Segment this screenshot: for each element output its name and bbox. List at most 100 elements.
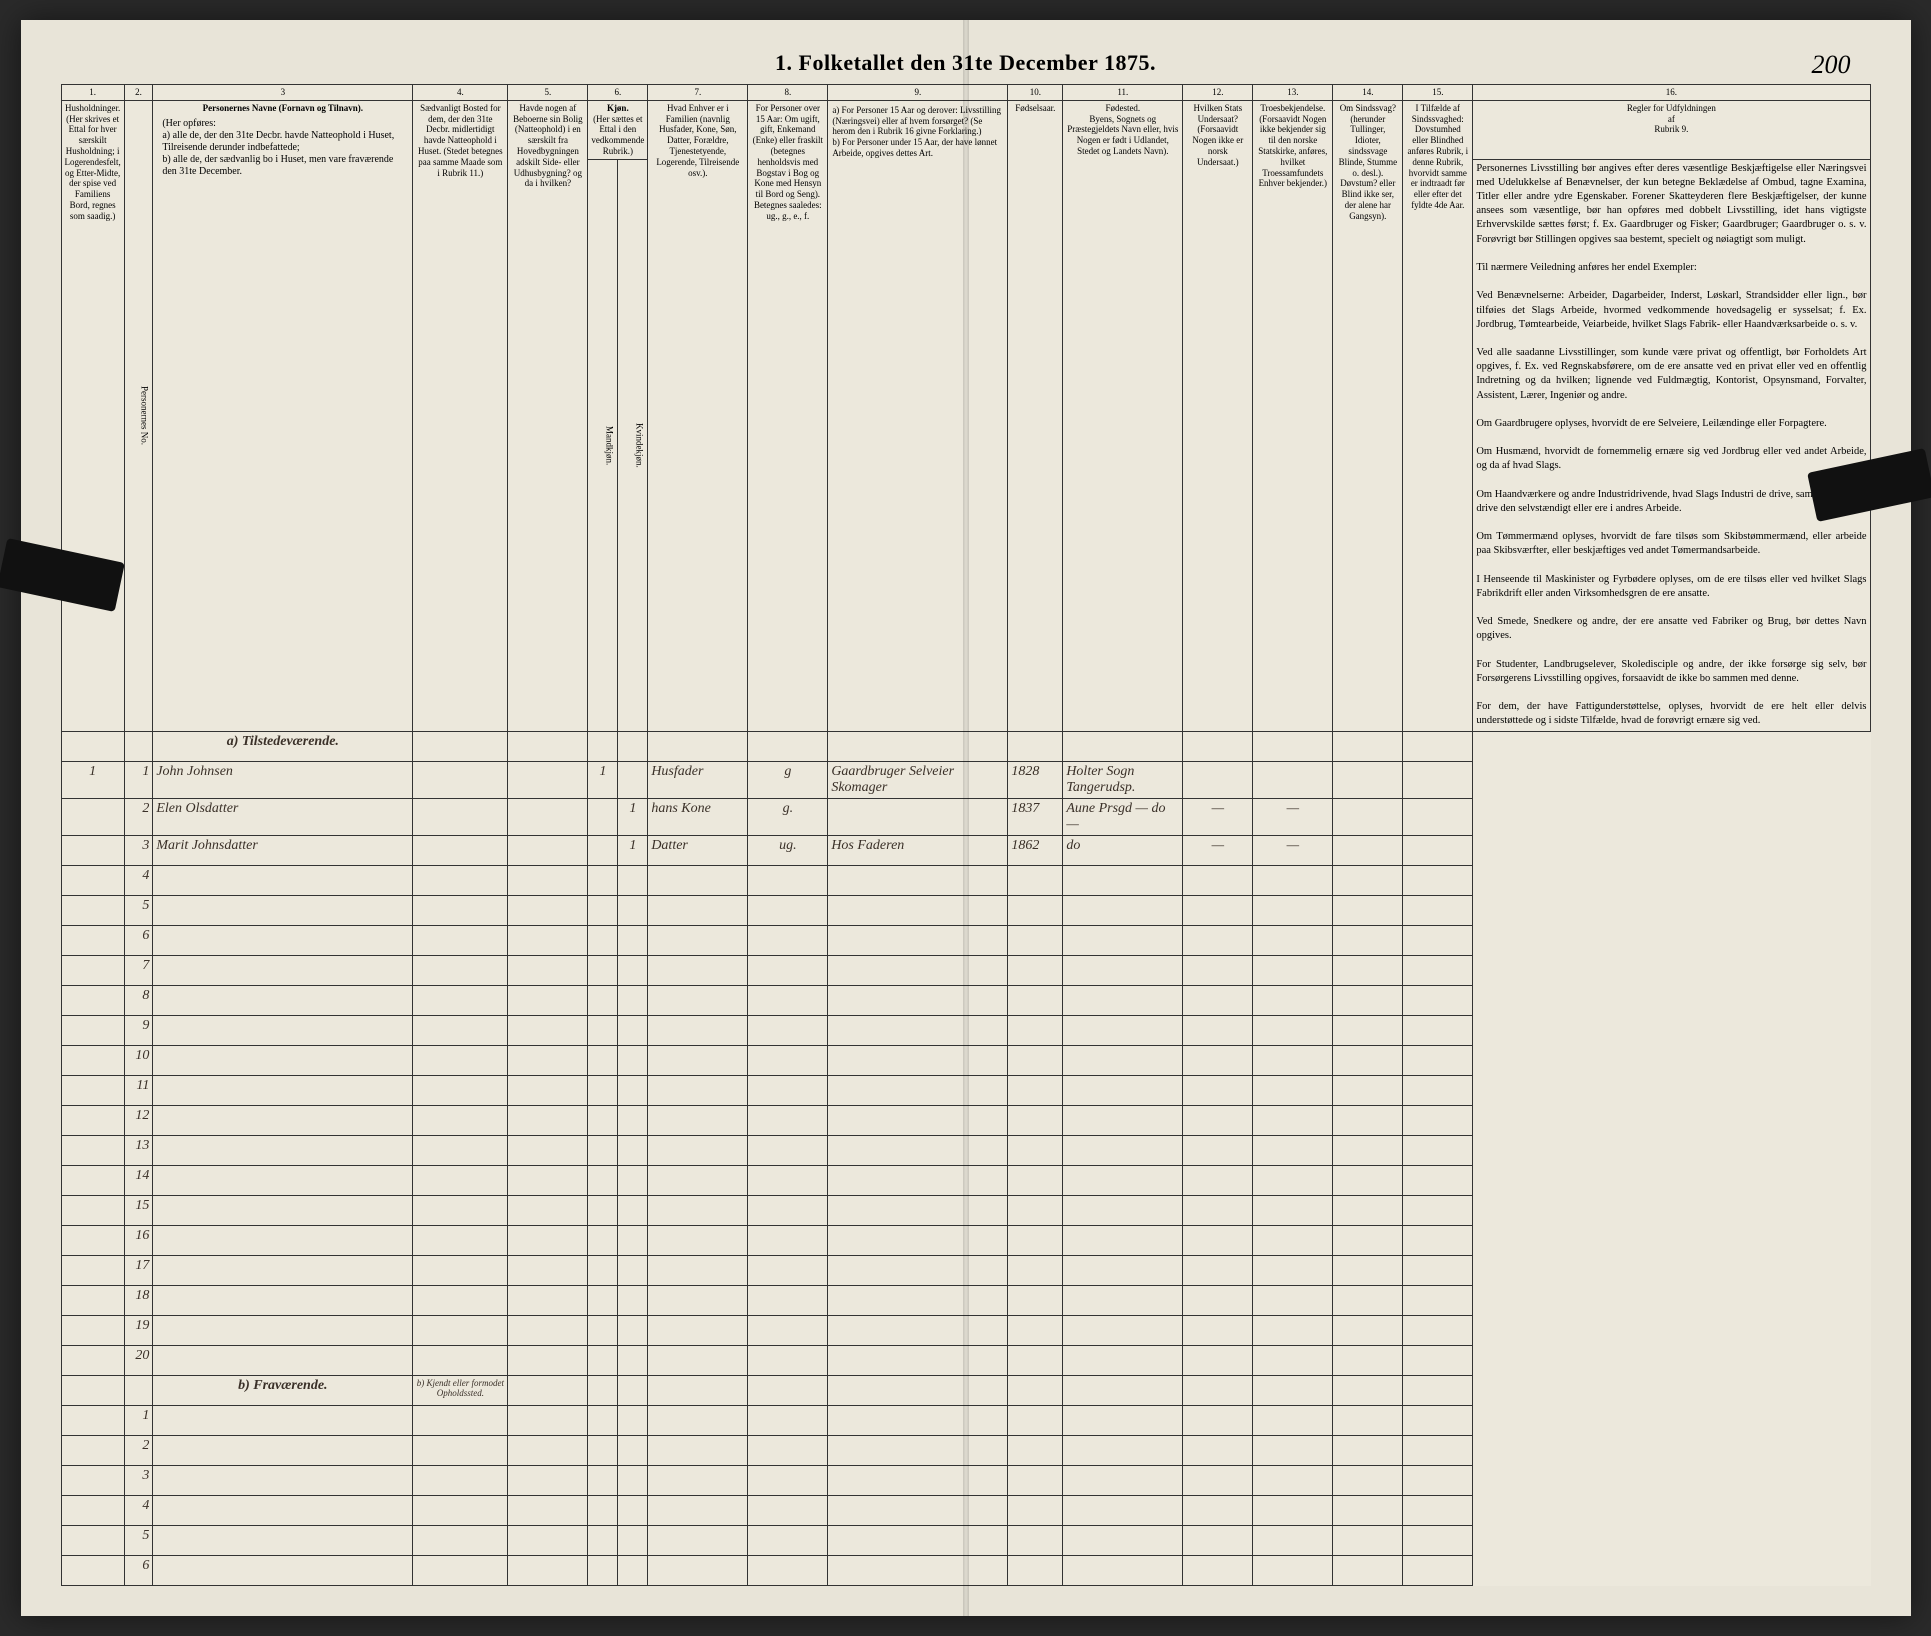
cell-relation: Husfader xyxy=(648,761,748,798)
cell-birthplace: Aune Prsgd — do — xyxy=(1063,798,1183,835)
cell-outbuilding xyxy=(508,798,588,835)
hdr-names-title: Personernes Navne (Fornavn og Tilnavn). xyxy=(156,103,409,114)
cell-outbuilding xyxy=(508,835,588,865)
page-number: 200 xyxy=(1812,50,1851,80)
cell-residence xyxy=(413,761,508,798)
cell-birthplace: do xyxy=(1063,835,1183,865)
cell-marital: ug. xyxy=(748,835,828,865)
cell-row-num: 15 xyxy=(124,1195,153,1225)
cell-name: John Johnsen xyxy=(153,761,413,798)
hdr-family-rel: Hvad Enhver er i Familien (navnlig Husfa… xyxy=(648,100,748,731)
cell-row-num: 9 xyxy=(124,1015,153,1045)
hdr-birthyear: Fødselsaar. xyxy=(1008,100,1063,731)
cell-religion: — xyxy=(1253,798,1333,835)
cell-birthyear: 1862 xyxy=(1008,835,1063,865)
cell-row-num: 18 xyxy=(124,1285,153,1315)
hdr-female: Kvindekjøn. xyxy=(618,159,648,731)
cell-row-num: 3 xyxy=(124,1465,153,1495)
cell-relation: hans Kone xyxy=(648,798,748,835)
cell-row-num: 8 xyxy=(124,985,153,1015)
hdr-sex-title: Kjøn. xyxy=(607,103,629,113)
cell-marital: g xyxy=(748,761,828,798)
census-page: 200 1. Folketallet den 31te December 187… xyxy=(21,20,1911,1616)
cell-row-num: 6 xyxy=(124,1555,153,1585)
cell-row-num: 13 xyxy=(124,1135,153,1165)
cell-name: Elen Olsdatter xyxy=(153,798,413,835)
rules-text: Personernes Livsstilling bør angives eft… xyxy=(1473,159,1870,731)
cell-disability xyxy=(1333,798,1403,835)
cell-row-num: 19 xyxy=(124,1315,153,1345)
cell-household: 1 xyxy=(61,761,124,798)
cell-row-num: 4 xyxy=(124,1495,153,1525)
cell-residence xyxy=(413,835,508,865)
cell-disability xyxy=(1333,835,1403,865)
cell-row-num: 5 xyxy=(124,895,153,925)
cell-occupation: Hos Faderen xyxy=(828,835,1008,865)
cell-row-num: 1 xyxy=(124,761,153,798)
cell-marital: g. xyxy=(748,798,828,835)
hdr-birthplace: Fødested. Byens, Sognets og Præstegjelde… xyxy=(1063,100,1183,731)
colnum-8: 8. xyxy=(748,85,828,101)
cell-disability xyxy=(1333,761,1403,798)
colnum-15: 15. xyxy=(1403,85,1473,101)
hdr-occupation: a) For Personer 15 Aar og derover: Livss… xyxy=(828,100,1008,731)
colnum-2: 2. xyxy=(124,85,153,101)
cell-birthyear: 1837 xyxy=(1008,798,1063,835)
cell-occupation xyxy=(828,798,1008,835)
cell-female xyxy=(618,761,648,798)
cell-male: 1 xyxy=(588,761,618,798)
cell-citizenship: — xyxy=(1183,798,1253,835)
hdr-residence: Sædvanligt Bosted for dem, der den 31te … xyxy=(413,100,508,731)
hdr-citizenship: Hvilken Stats Undersaat? (Forsaavidt Nog… xyxy=(1183,100,1253,731)
cell-relation: Datter xyxy=(648,835,748,865)
cell-row-num: 5 xyxy=(124,1525,153,1555)
cell-birthplace: Holter Sogn Tangerudsp. xyxy=(1063,761,1183,798)
cell-row-num: 12 xyxy=(124,1105,153,1135)
book-spine xyxy=(963,20,969,1616)
colnum-3: 3 xyxy=(153,85,413,101)
cell-male xyxy=(588,835,618,865)
cell-disability-age xyxy=(1403,761,1473,798)
colnum-7: 7. xyxy=(648,85,748,101)
cell-female: 1 xyxy=(618,798,648,835)
hdr-religion: Troesbekjendelse. (Forsaavidt Nogen ikke… xyxy=(1253,100,1333,731)
section-absent-col4: b) Kjendt eller formodet Opholdssted. xyxy=(413,1375,508,1405)
cell-disability-age xyxy=(1403,798,1473,835)
section-absent-label: b) Fraværende. xyxy=(153,1375,413,1405)
colnum-5: 5. xyxy=(508,85,588,101)
cell-name: Marit Johnsdatter xyxy=(153,835,413,865)
colnum-10: 10. xyxy=(1008,85,1063,101)
colnum-6: 6. xyxy=(588,85,648,101)
cell-citizenship: — xyxy=(1183,835,1253,865)
cell-religion: — xyxy=(1253,835,1333,865)
colnum-4: 4. xyxy=(413,85,508,101)
hdr-person-no: Personernes No. xyxy=(124,100,153,731)
cell-row-num: 7 xyxy=(124,955,153,985)
section-present-label: a) Tilstedeværende. xyxy=(153,731,413,761)
colnum-16: 16. xyxy=(1473,85,1870,101)
colnum-11: 11. xyxy=(1063,85,1183,101)
colnum-12: 12. xyxy=(1183,85,1253,101)
hdr-sex-sub: (Her sættes et Ettal i den vedkommende R… xyxy=(591,114,644,156)
hdr-names-body: (Her opføres: a) alle de, der den 31te D… xyxy=(156,114,409,182)
hdr-male: Mandkjøn. xyxy=(588,159,618,731)
cell-male xyxy=(588,798,618,835)
cell-row-num: 3 xyxy=(124,835,153,865)
cell-row-num: 2 xyxy=(124,798,153,835)
hdr-households: Husholdninger. (Her skrives et Ettal for… xyxy=(61,100,124,731)
hdr-disability: Om Sindssvag? (herunder Tullinger, Idiot… xyxy=(1333,100,1403,731)
cell-occupation: Gaardbruger Selveier Skomager xyxy=(828,761,1008,798)
hdr-sex: Kjøn. (Her sættes et Ettal i den vedkomm… xyxy=(588,100,648,159)
hdr-disability-age: I Tilfælde af Sindssvaghed: Dovstumhed e… xyxy=(1403,100,1473,731)
cell-row-num: 10 xyxy=(124,1045,153,1075)
cell-row-num: 6 xyxy=(124,925,153,955)
cell-row-num: 4 xyxy=(124,865,153,895)
cell-disability-age xyxy=(1403,835,1473,865)
cell-female: 1 xyxy=(618,835,648,865)
hdr-marital: For Personer over 15 Aar: Om ugift, gift… xyxy=(748,100,828,731)
cell-row-num: 11 xyxy=(124,1075,153,1105)
cell-row-num: 20 xyxy=(124,1345,153,1375)
colnum-13: 13. xyxy=(1253,85,1333,101)
cell-row-num: 1 xyxy=(124,1405,153,1435)
cell-row-num: 17 xyxy=(124,1255,153,1285)
